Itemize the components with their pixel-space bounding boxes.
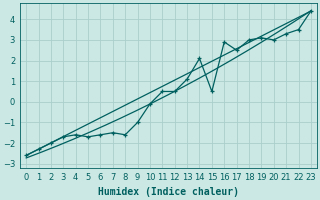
X-axis label: Humidex (Indice chaleur): Humidex (Indice chaleur) <box>98 187 239 197</box>
